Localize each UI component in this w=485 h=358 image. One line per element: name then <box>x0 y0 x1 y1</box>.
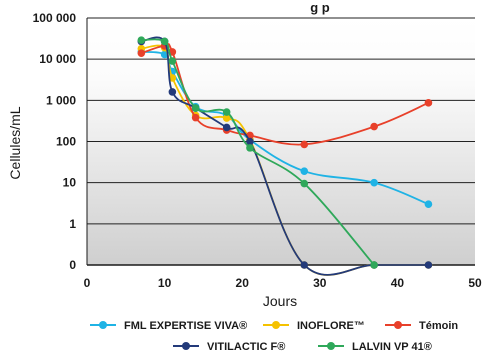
data-point <box>246 144 254 152</box>
x-tick-label: 0 <box>84 276 91 290</box>
legend-swatch-marker <box>272 321 280 329</box>
x-tick-label: 40 <box>391 276 405 290</box>
legend-label: VITILACTIC F® <box>207 341 285 353</box>
data-point <box>300 179 309 188</box>
legend-item: Témoin <box>385 320 458 332</box>
x-tick-label: 30 <box>313 276 327 290</box>
legend-item: INOFLORE™ <box>263 320 365 332</box>
series-group <box>137 36 378 269</box>
data-point <box>168 88 177 96</box>
legend-swatch-marker <box>394 321 402 329</box>
y-tick-label: 10 <box>63 176 77 190</box>
data-point <box>424 261 433 269</box>
y-tick-label: 100 000 <box>33 11 77 25</box>
legend-label: FML EXPERTISE VIVA® <box>124 320 247 332</box>
data-point <box>370 178 378 187</box>
data-point <box>191 104 200 112</box>
legend-swatch-marker <box>99 321 107 329</box>
data-point <box>137 49 146 57</box>
legend: FML EXPERTISE VIVA® INOFLORE™ Témoin VITILA… <box>90 320 458 353</box>
y-axis-label: Cellules/mL <box>7 106 23 179</box>
data-point <box>168 57 177 65</box>
data-point <box>137 36 146 44</box>
chart-title: g p <box>310 0 330 15</box>
legend-item: VITILACTIC F® <box>173 341 285 353</box>
y-tick-label: 1 <box>69 217 76 231</box>
x-axis-ticks: 0 10 20 30 40 50 <box>84 276 482 290</box>
data-point <box>300 167 309 175</box>
legend-swatch-marker <box>327 342 335 350</box>
x-tick-label: 50 <box>468 276 482 290</box>
data-point <box>300 140 309 149</box>
y-tick-label: 0 <box>69 258 76 272</box>
x-axis-label: Jours <box>263 293 297 309</box>
data-point <box>424 200 433 208</box>
data-point <box>222 114 231 122</box>
data-point <box>370 261 378 269</box>
y-tick-label: 100 <box>56 135 76 149</box>
legend-item: FML EXPERTISE VIVA® <box>90 320 247 332</box>
data-point <box>160 37 169 46</box>
data-point <box>222 123 231 132</box>
y-axis-ticks: 0 1 10 100 1 000 10 000 100 000 <box>33 11 77 272</box>
data-point <box>370 122 378 131</box>
data-point <box>191 113 200 122</box>
legend-label: LALVIN VP 41® <box>352 341 432 353</box>
data-point <box>424 99 433 107</box>
legend-item: LALVIN VP 41® <box>318 341 432 353</box>
data-point <box>246 137 254 146</box>
y-tick-label: 1 000 <box>46 93 76 107</box>
legend-label: Témoin <box>419 320 458 332</box>
x-tick-label: 20 <box>236 276 250 290</box>
data-point <box>300 261 309 269</box>
legend-swatch-marker <box>182 342 190 350</box>
y-tick-label: 10 000 <box>39 52 76 66</box>
series-line <box>141 36 429 276</box>
legend-label: INOFLORE™ <box>297 320 365 332</box>
series-layer <box>137 36 433 276</box>
x-tick-label: 10 <box>158 276 172 290</box>
data-point <box>222 108 231 116</box>
